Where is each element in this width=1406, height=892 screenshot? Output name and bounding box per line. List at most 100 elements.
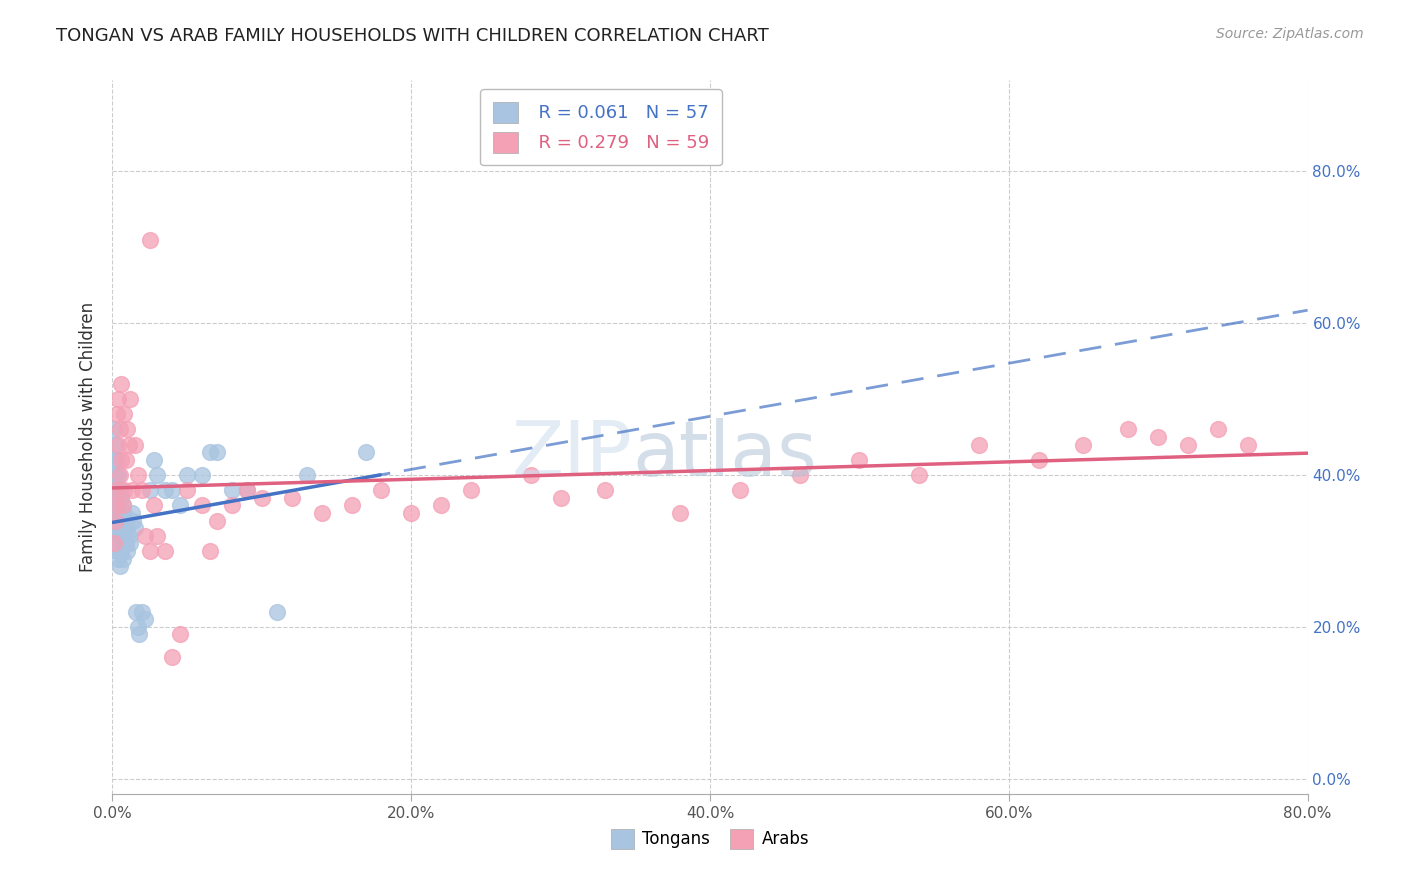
Point: [118, 529, 141, 543]
Point: [103, 536, 125, 550]
Point: [134, 529, 156, 543]
Point: [131, 605, 153, 619]
Point: [550, 491, 572, 505]
Point: [143, 453, 166, 467]
Point: [108, 529, 131, 543]
Point: [105, 453, 128, 467]
Point: [111, 521, 134, 535]
Text: Source: ZipAtlas.com: Source: ZipAtlas.com: [1216, 27, 1364, 41]
Point: [105, 499, 128, 513]
Point: [1073, 438, 1095, 452]
Point: [110, 376, 132, 391]
Point: [198, 544, 221, 558]
Point: [105, 483, 128, 498]
Point: [1237, 438, 1260, 452]
Point: [143, 499, 166, 513]
Point: [105, 506, 128, 520]
Point: [104, 514, 127, 528]
Point: [162, 650, 183, 665]
Point: [117, 544, 139, 558]
Point: [176, 468, 198, 483]
Point: [104, 506, 127, 520]
Point: [153, 483, 176, 498]
Point: [104, 529, 127, 543]
Point: [108, 422, 131, 436]
Point: [967, 438, 990, 452]
Point: [127, 468, 149, 483]
Point: [1118, 422, 1140, 436]
Point: [128, 627, 150, 641]
Point: [340, 499, 363, 513]
Point: [1177, 438, 1199, 452]
Point: [460, 483, 482, 498]
Point: [118, 438, 141, 452]
Point: [370, 483, 392, 498]
Text: TONGAN VS ARAB FAMILY HOUSEHOLDS WITH CHILDREN CORRELATION CHART: TONGAN VS ARAB FAMILY HOUSEHOLDS WITH CH…: [56, 27, 769, 45]
Point: [169, 499, 191, 513]
Point: [356, 445, 378, 459]
Point: [669, 506, 692, 520]
Point: [107, 521, 129, 535]
Point: [105, 544, 128, 558]
Point: [198, 445, 221, 459]
Text: ZIP: ZIP: [512, 418, 633, 491]
Point: [295, 468, 318, 483]
Point: [848, 453, 870, 467]
Point: [110, 544, 132, 558]
Point: [1206, 422, 1229, 436]
Point: [115, 514, 138, 528]
Point: [146, 529, 169, 543]
Point: [111, 499, 134, 513]
Point: [176, 483, 198, 498]
Point: [139, 544, 162, 558]
Point: [205, 514, 228, 528]
Point: [236, 483, 259, 498]
Point: [789, 468, 811, 483]
Y-axis label: Family Households with Children: Family Households with Children: [79, 302, 97, 572]
Point: [169, 627, 191, 641]
Point: [104, 499, 127, 513]
Point: [146, 468, 169, 483]
Point: [221, 483, 243, 498]
Point: [205, 445, 228, 459]
Point: [311, 506, 333, 520]
Point: [191, 468, 214, 483]
Point: [108, 483, 131, 498]
Point: [104, 468, 127, 483]
Point: [191, 499, 214, 513]
Point: [103, 483, 125, 498]
Point: [153, 544, 176, 558]
Point: [250, 491, 273, 505]
Point: [122, 514, 145, 528]
Point: [117, 521, 139, 535]
Point: [131, 483, 153, 498]
Point: [221, 499, 243, 513]
Point: [281, 491, 304, 505]
Point: [125, 605, 148, 619]
Point: [728, 483, 751, 498]
Point: [124, 438, 146, 452]
Point: [108, 468, 131, 483]
Point: [120, 536, 142, 550]
Point: [134, 612, 156, 626]
Point: [114, 483, 135, 498]
Point: [121, 483, 143, 498]
Point: [1147, 430, 1170, 444]
Point: [1028, 453, 1050, 467]
Point: [110, 514, 132, 528]
Legend: Tongans, Arabs: Tongans, Arabs: [602, 821, 818, 857]
Point: [107, 438, 129, 452]
Point: [114, 529, 135, 543]
Point: [115, 453, 138, 467]
Point: [107, 551, 129, 566]
Point: [103, 453, 125, 467]
Point: [110, 453, 132, 467]
Point: [908, 468, 931, 483]
Point: [114, 407, 135, 421]
Point: [121, 506, 143, 520]
Text: atlas: atlas: [633, 418, 817, 491]
Point: [430, 499, 453, 513]
Point: [139, 483, 162, 498]
Point: [105, 407, 128, 421]
Point: [127, 620, 149, 634]
